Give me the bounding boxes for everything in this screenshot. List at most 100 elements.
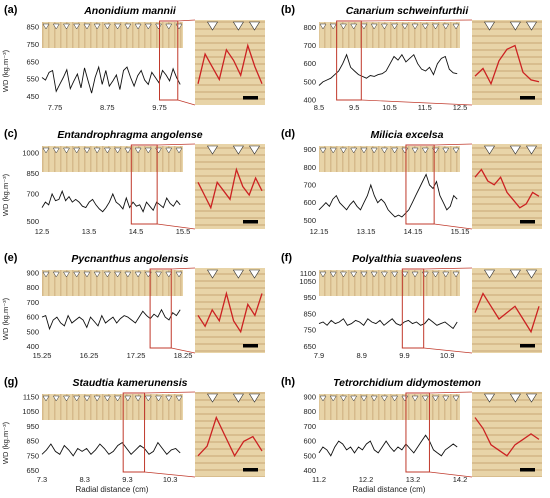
panel-label: (f) [281,252,292,264]
ring-marker-icon [124,23,132,30]
y-tick-label: 1050 [299,277,316,286]
ring-marker-icon [83,395,91,402]
ring-marker-icon [411,147,419,154]
zoom-inset [195,268,265,353]
ring-marker-icon [442,23,450,30]
ring-marker-icon [134,23,142,30]
x-tick-label: 10.9 [440,351,455,360]
panel-title: Milicia excelsa [371,129,444,141]
panel-label: (d) [281,128,295,140]
y-tick-label: 400 [303,466,316,475]
x-tick-label: 12.5 [453,103,468,112]
y-axis-label: WD (kg.m⁻³) [1,49,10,92]
ring-marker-icon [248,269,261,279]
zoom-inset [195,20,265,105]
ring-marker-icon [206,21,219,31]
inset-density-profile [474,417,540,457]
ring-marker-icon [380,23,388,30]
ring-marker-icon [134,147,142,154]
y-tick-label: 400 [26,342,39,351]
zoom-connector [434,143,473,146]
x-tick-label: 15.5 [176,227,191,236]
y-tick-label: 850 [26,437,39,446]
scale-bar [520,96,535,100]
y-tick-label: 500 [303,77,316,86]
y-tick-label: 900 [303,145,316,154]
ring-marker-icon [525,145,538,155]
y-tick-label: 800 [303,407,316,416]
ring-marker-icon [232,393,244,403]
panel-label: (b) [281,4,295,16]
ring-marker-icon [525,269,538,279]
ring-marker-icon [63,23,70,30]
x-tick-label: 8.75 [100,103,115,112]
ring-marker-icon [360,147,368,154]
wood-strip [319,270,460,296]
ring-marker-icon [248,21,261,31]
y-tick-label: 1100 [300,269,316,278]
ring-marker-icon [175,395,183,402]
panel-label: (e) [4,252,18,264]
inset-density-profile [474,292,540,334]
ring-marker-icon [155,395,162,402]
ring-marker-icon [73,395,81,402]
inset-density-profile [197,167,263,210]
x-tick-label: 9.3 [122,475,132,484]
x-tick-label: 17.25 [127,351,146,360]
ring-marker-icon [93,23,101,30]
zoom-connector [171,267,196,270]
highlight-box [405,144,435,225]
ring-marker-icon [232,145,244,155]
inset-density-profile [197,290,263,334]
ring-marker-icon [442,147,450,154]
y-tick-label: 450 [26,92,39,101]
x-tick-label: 15.15 [451,227,470,236]
ring-marker-icon [509,21,521,31]
ring-marker-icon [319,271,327,278]
ring-marker-icon [360,23,368,30]
ring-marker-icon [103,395,111,402]
panel-d: (d) Milicia excelsa 900 800 700 600 500 12.15 13… [281,128,542,236]
ring-marker-icon [391,395,399,402]
y-tick-label: 850 [26,23,39,32]
scale-bar [520,344,535,348]
density-series-line [41,308,181,331]
x-tick-label: 14.15 [404,227,423,236]
ring-marker-icon [175,147,183,154]
ring-marker-icon [83,23,91,30]
ring-marker-icon [83,271,91,278]
ring-marker-icon [42,147,50,154]
zoom-connector [429,471,473,478]
y-tick-label: 500 [26,217,39,226]
y-tick-label: 1150 [23,392,39,401]
x-tick-label: 13.2 [406,475,421,484]
y-tick-label: 600 [26,313,39,322]
panel-title: Pycnanthus angolensis [71,253,188,265]
ring-marker-icon [134,271,142,278]
zoom-connector [144,391,196,394]
ring-marker-icon [442,271,450,278]
zoom-connector [177,99,196,106]
ring-marker-icon [380,395,388,402]
ring-marker-icon [421,23,429,30]
y-axis-label: WD (kg.m⁻³) [1,297,10,340]
scale-bar [520,220,535,224]
ring-marker-icon [329,23,337,30]
zoom-connector [361,99,473,106]
y-tick-label: 900 [303,392,316,401]
ring-marker-icon [483,145,496,155]
y-tick-label: 700 [26,298,39,307]
x-tick-label: 12.15 [310,227,329,236]
y-tick-label: 850 [303,309,316,318]
ring-marker-icon [401,23,409,30]
ring-marker-icon [124,147,132,154]
ring-marker-icon [340,23,347,30]
x-tick-label: 9.75 [152,103,167,112]
ring-marker-icon [206,145,219,155]
zoom-inset [472,144,542,229]
ring-marker-icon [432,395,439,402]
ring-marker-icon [319,23,327,30]
ring-marker-icon [114,271,122,278]
ring-marker-icon [483,21,496,31]
density-series-line [41,441,181,457]
